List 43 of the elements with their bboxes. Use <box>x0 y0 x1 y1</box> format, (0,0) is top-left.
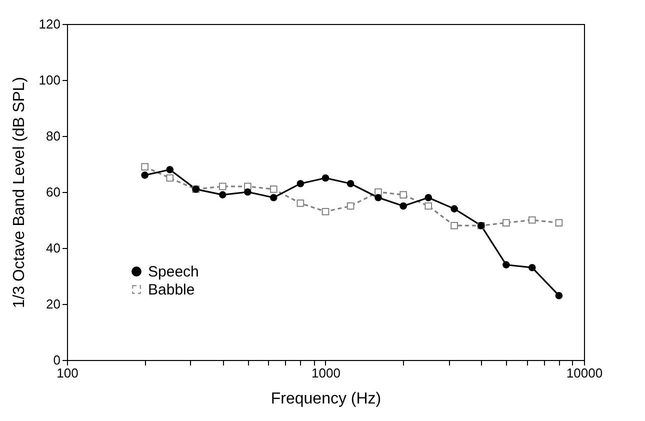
point <box>244 188 252 196</box>
y-tick-label: 100 <box>38 72 60 88</box>
point <box>346 202 354 210</box>
point <box>374 194 382 202</box>
point <box>296 180 304 188</box>
point <box>502 219 510 226</box>
point <box>346 180 354 188</box>
point <box>424 202 432 210</box>
point <box>296 200 304 207</box>
point <box>528 216 536 224</box>
point <box>270 194 278 202</box>
point <box>528 264 536 272</box>
x-tick-label: 10000 <box>566 366 603 380</box>
point <box>450 222 458 230</box>
y-axis-title: 1/3 Octave Band Level (dB SPL) <box>10 76 28 308</box>
y-tick-label: 60 <box>46 184 60 200</box>
point <box>555 219 563 226</box>
point <box>322 208 330 216</box>
point <box>166 166 174 174</box>
point <box>424 194 432 202</box>
y-tick-label: 40 <box>46 240 60 256</box>
point <box>502 261 510 268</box>
point <box>244 182 252 190</box>
y-tick-label: 0 <box>53 352 60 368</box>
x-axis-title: Frequency (Hz) <box>270 390 382 408</box>
x-tick-label: 1000 <box>312 366 340 380</box>
legend-label: Babble <box>148 282 195 298</box>
point <box>166 174 174 182</box>
point <box>400 191 407 198</box>
point <box>555 292 563 300</box>
point <box>322 174 330 182</box>
y-tick-label: 20 <box>46 296 60 312</box>
point <box>218 182 226 190</box>
legend-label: Speech <box>148 264 199 280</box>
x-tick-label: 100 <box>56 366 78 380</box>
y-tick-label: 80 <box>46 128 60 144</box>
point <box>400 202 407 210</box>
y-tick-label: 120 <box>38 16 60 32</box>
point <box>270 186 278 193</box>
point <box>450 205 458 212</box>
point <box>218 191 226 198</box>
point <box>141 172 148 179</box>
point <box>141 163 148 170</box>
